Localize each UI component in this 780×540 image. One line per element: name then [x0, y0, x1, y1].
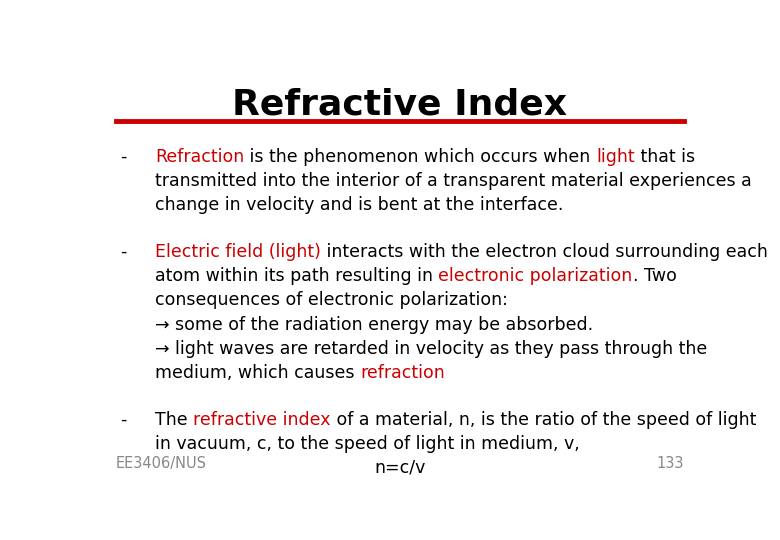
Text: n=c/v: n=c/v [374, 459, 425, 477]
Text: consequences of electronic polarization:: consequences of electronic polarization: [155, 292, 508, 309]
Text: transmitted into the interior of a transparent material experiences a: transmitted into the interior of a trans… [155, 172, 752, 190]
Text: light: light [596, 148, 635, 166]
Text: interacts with the electron cloud surrounding each: interacts with the electron cloud surrou… [321, 243, 768, 261]
Text: electronic polarization: electronic polarization [438, 267, 633, 285]
Text: The: The [155, 411, 193, 429]
Text: refraction: refraction [360, 364, 445, 382]
Text: Refraction: Refraction [155, 148, 244, 166]
Text: EE3406/NUS: EE3406/NUS [115, 456, 207, 471]
Text: -: - [120, 148, 127, 166]
Text: is the phenomenon which occurs when: is the phenomenon which occurs when [244, 148, 596, 166]
Text: → light waves are retarded in velocity as they pass through the: → light waves are retarded in velocity a… [155, 340, 707, 357]
Text: -: - [120, 243, 127, 261]
Text: Refractive Index: Refractive Index [232, 87, 567, 122]
Text: → some of the radiation energy may be absorbed.: → some of the radiation energy may be ab… [155, 315, 593, 334]
Text: that is: that is [635, 148, 695, 166]
Text: change in velocity and is bent at the interface.: change in velocity and is bent at the in… [155, 196, 563, 214]
Text: . Two: . Two [633, 267, 676, 285]
Text: medium, which causes: medium, which causes [155, 364, 360, 382]
Text: 133: 133 [656, 456, 684, 471]
Text: refractive index: refractive index [193, 411, 331, 429]
Text: Electric field (light): Electric field (light) [155, 243, 321, 261]
Text: of a material, n, is the ratio of the speed of light: of a material, n, is the ratio of the sp… [331, 411, 756, 429]
Text: in vacuum, c, to the speed of light in medium, v,: in vacuum, c, to the speed of light in m… [155, 435, 580, 453]
Text: atom within its path resulting in: atom within its path resulting in [155, 267, 438, 285]
Text: -: - [120, 411, 127, 429]
